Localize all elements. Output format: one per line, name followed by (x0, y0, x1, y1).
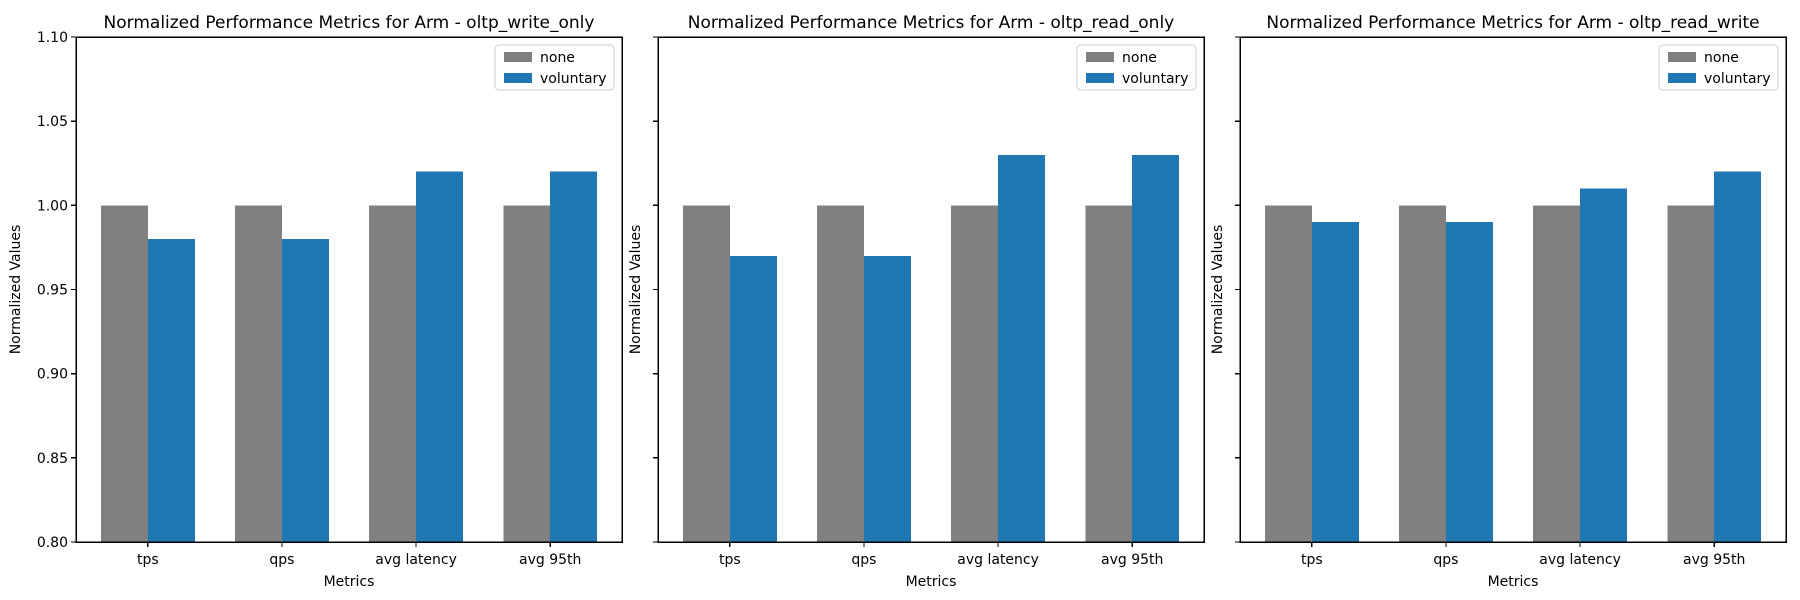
y-tick-label: 0.95 (37, 283, 68, 299)
x-tick-label: tps (719, 552, 741, 568)
bar-none-avg-latency (951, 205, 999, 543)
legend-swatch-none (504, 52, 532, 62)
bar-voluntary-tps (729, 255, 777, 543)
bar-none-tps (100, 205, 148, 543)
legend: none voluntary (1658, 44, 1779, 91)
x-tick-label: qps (269, 552, 294, 568)
y-axis-label: Normalized Values (1210, 225, 1226, 355)
legend-label-voluntary: voluntary (1704, 71, 1771, 87)
bar-none-tps (1264, 205, 1312, 543)
y-tick-label: 1.05 (37, 114, 68, 130)
x-axis-label: Metrics (1488, 574, 1539, 590)
x-tick-label: avg latency (1539, 552, 1621, 568)
x-axis-label: Metrics (324, 574, 375, 590)
legend-label-none: none (1704, 50, 1739, 66)
subplot-oltp-read-write: tps qps avg latency avg 95th Metrics Normaliz… (1210, 13, 1787, 590)
y-tick-label: 1.10 (37, 30, 68, 46)
bar-voluntary-tps (147, 239, 195, 542)
bar-none-avg-95th (1667, 205, 1715, 543)
bar-none-qps (1399, 205, 1446, 543)
bar-none-avg-95th (1085, 205, 1133, 543)
y-tick-label: 1.00 (37, 198, 68, 214)
subplot-oltp-write-only: 0.80 0.85 0.90 0.95 1.00 1.05 1.10 tps qps avg la… (8, 13, 623, 590)
legend-swatch-voluntary (1086, 73, 1114, 83)
legend-swatch-voluntary (504, 73, 532, 83)
x-axis-label: Metrics (906, 574, 957, 590)
x-tick-label: avg latency (957, 552, 1039, 568)
bar-voluntary-avg-latency (998, 154, 1046, 543)
legend-label-none: none (540, 50, 575, 66)
bar-none-qps (235, 205, 282, 543)
x-tick-label: avg 95th (519, 552, 581, 568)
x-tick-label: avg latency (375, 552, 457, 568)
bar-voluntary-avg-95th (550, 171, 598, 542)
legend-swatch-voluntary (1668, 73, 1696, 83)
bar-none-avg-latency (1533, 205, 1581, 543)
subplot-title: Normalized Performance Metrics for Arm -… (1266, 13, 1759, 33)
bar-none-avg-latency (369, 205, 417, 543)
legend-label-none: none (1122, 50, 1157, 66)
bar-voluntary-avg-latency (416, 171, 464, 542)
legend-swatch-none (1086, 52, 1114, 62)
y-axis-label: Normalized Values (628, 225, 644, 355)
bar-voluntary-qps (1445, 222, 1493, 542)
x-tick-label: qps (851, 552, 876, 568)
y-tick-label: 0.85 (37, 451, 68, 467)
y-tick-label: 0.90 (37, 367, 68, 383)
bar-none-qps (817, 205, 864, 543)
x-tick-label: tps (1301, 552, 1323, 568)
legend: none voluntary (494, 44, 615, 91)
legend: none voluntary (1076, 44, 1197, 91)
bar-voluntary-avg-95th (1714, 171, 1762, 542)
y-axis-label: Normalized Values (8, 225, 24, 355)
x-tick-label: qps (1433, 552, 1458, 568)
bar-voluntary-tps (1311, 222, 1359, 542)
subplot-title: Normalized Performance Metrics for Arm -… (688, 13, 1174, 33)
subplot-title: Normalized Performance Metrics for Arm -… (104, 13, 595, 33)
legend-swatch-none (1668, 52, 1696, 62)
bar-none-avg-95th (503, 205, 551, 543)
legend-label-voluntary: voluntary (1122, 71, 1189, 87)
legend-label-voluntary: voluntary (540, 71, 607, 87)
y-tick-label: 0.80 (37, 535, 68, 551)
x-tick-label: avg 95th (1683, 552, 1745, 568)
bar-voluntary-avg-latency (1580, 188, 1628, 542)
x-tick-label: tps (137, 552, 159, 568)
subplot-oltp-read-only: tps qps avg latency avg 95th Metrics Normaliz… (628, 13, 1205, 590)
bar-voluntary-qps (281, 239, 329, 542)
bar-none-tps (682, 205, 730, 543)
x-tick-label: avg 95th (1101, 552, 1163, 568)
bar-voluntary-avg-95th (1132, 154, 1180, 543)
bar-voluntary-qps (863, 255, 911, 543)
